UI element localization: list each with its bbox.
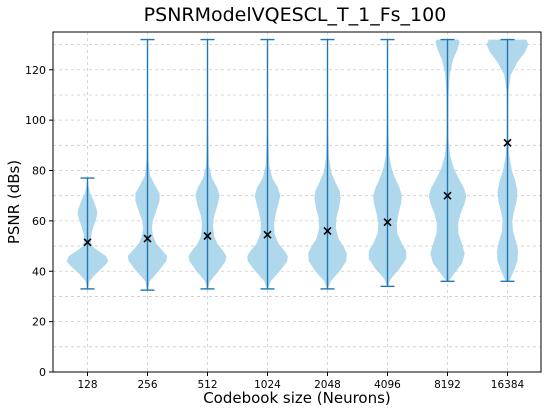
grid	[53, 32, 541, 373]
y-tick-label: 60	[32, 215, 46, 228]
mean-marker	[383, 218, 392, 227]
x-tick-label: 128	[77, 379, 97, 391]
x-tick-label: 8192	[434, 379, 461, 391]
mean-marker	[443, 191, 452, 200]
y-tick-label: 0	[39, 366, 46, 379]
x-axis-label: Codebook size (Neurons)	[203, 389, 391, 407]
x-tick-label: 16384	[491, 379, 525, 391]
x-tick-label: 1024	[254, 379, 281, 391]
mean-marker	[143, 234, 152, 243]
x-axis-ticks: 128 256 512 1024 2048 4096 8192 16384	[77, 372, 525, 391]
mean-marker	[263, 230, 272, 239]
plot-frame	[52, 31, 542, 373]
y-axis-ticks: 0 20 40 60 80 100 120	[25, 64, 53, 379]
x-tick-label: 256	[137, 379, 157, 391]
y-tick-label: 120	[25, 64, 46, 77]
mean-marker	[83, 238, 92, 247]
x-tick-label: 4096	[374, 379, 401, 391]
mean-marker	[203, 231, 212, 241]
mean-marker	[323, 226, 332, 236]
y-tick-label: 80	[32, 165, 46, 178]
violins	[66, 38, 529, 291]
x-tick-label: 2048	[314, 379, 341, 391]
mean-marker	[503, 138, 512, 147]
y-tick-label: 40	[32, 265, 46, 278]
y-tick-label: 20	[32, 316, 46, 329]
chart-title: PSNRModelVQESCL_T_1_Fs_100	[144, 4, 447, 26]
x-tick-label: 512	[197, 379, 217, 391]
y-tick-label: 100	[25, 114, 46, 127]
y-axis-label: PSNR (dBs)	[5, 160, 23, 244]
